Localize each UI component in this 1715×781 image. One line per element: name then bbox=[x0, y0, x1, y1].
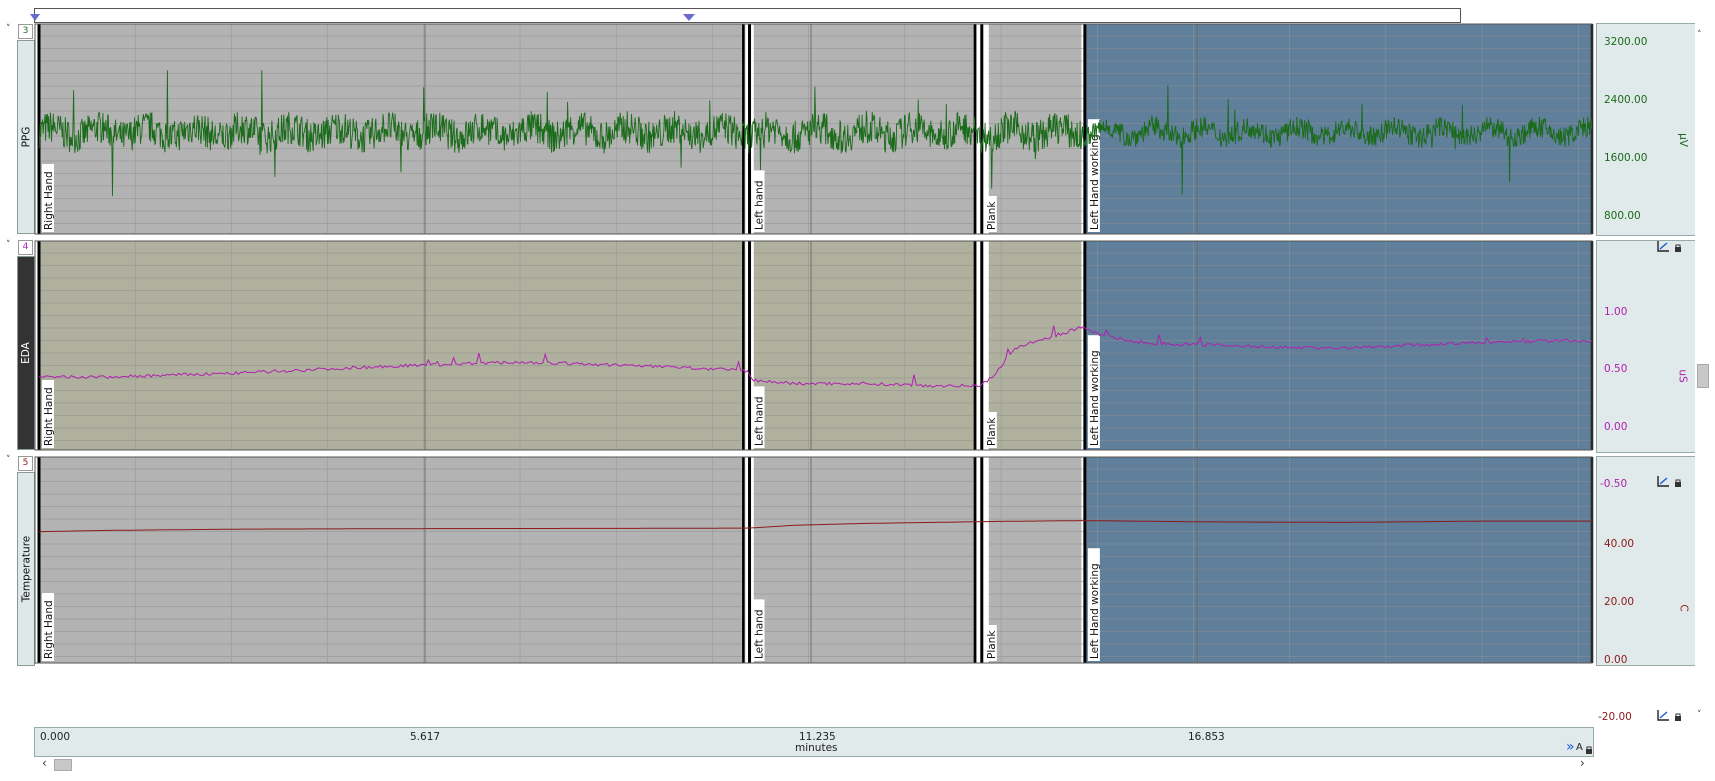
x-tick-label: 0.000 bbox=[40, 731, 71, 743]
x-tick-label: 5.617 bbox=[410, 731, 441, 743]
event-label-bg bbox=[984, 625, 997, 661]
lock-icon[interactable] bbox=[1674, 478, 1682, 487]
range-start-marker[interactable] bbox=[30, 14, 40, 22]
segment-background bbox=[988, 457, 1082, 663]
segment-background bbox=[1084, 241, 1592, 450]
channel-number-temperature: 5 bbox=[18, 456, 33, 471]
horizontal-scrollbar[interactable] bbox=[34, 757, 1592, 771]
segment-background bbox=[753, 241, 977, 450]
collapse-chevron-temperature[interactable]: ˅ bbox=[6, 455, 11, 465]
event-label: Left hand bbox=[754, 180, 766, 230]
y-tick-ppg: 1600.00 bbox=[1604, 152, 1648, 164]
series-line-temperature bbox=[38, 520, 1592, 533]
lock-icon[interactable] bbox=[1585, 745, 1593, 754]
segment-background bbox=[39, 241, 746, 450]
channel-number-ppg: 3 bbox=[18, 24, 33, 39]
unit-label-eda: uS bbox=[1676, 369, 1689, 383]
unit-label-ppg: µV bbox=[1676, 133, 1689, 147]
y-axis-panel-ppg bbox=[1596, 23, 1696, 236]
double-arrow-icon[interactable]: » bbox=[1566, 739, 1575, 755]
autoscale-icon[interactable] bbox=[1656, 709, 1670, 721]
y-tick-ppg: 2400.00 bbox=[1604, 94, 1648, 106]
segment-background bbox=[1084, 457, 1592, 663]
y-tick-ppg: 800.00 bbox=[1604, 210, 1641, 222]
channel-number-eda: 4 bbox=[18, 240, 33, 255]
collapse-chevron-eda[interactable]: ˅ bbox=[6, 240, 11, 250]
event-label: Left Hand working bbox=[1089, 563, 1101, 659]
event-label-bg bbox=[42, 593, 54, 661]
auto-label[interactable]: A bbox=[1576, 742, 1583, 753]
scroll-up-arrow[interactable]: ˄ bbox=[1697, 30, 1702, 40]
y-tick-temperature: 0.00 bbox=[1604, 654, 1628, 666]
h-scroll-left-arrow[interactable]: ‹ bbox=[42, 756, 47, 770]
y-tick-ppg: 3200.00 bbox=[1604, 36, 1648, 48]
event-label-bg bbox=[1087, 119, 1100, 232]
x-tick-label: 16.853 bbox=[1188, 731, 1225, 743]
x-axis-title: minutes bbox=[795, 742, 838, 754]
scroll-down-arrow[interactable]: ˅ bbox=[1697, 710, 1702, 720]
plot-frame bbox=[34, 23, 1593, 235]
series-line-ppg bbox=[38, 70, 1593, 196]
event-label: Right Hand bbox=[43, 387, 55, 446]
event-label-bg bbox=[42, 380, 54, 448]
event-label: Right Hand bbox=[43, 171, 55, 230]
event-label: Left Hand working bbox=[1089, 350, 1101, 446]
event-label: Plank bbox=[986, 630, 998, 659]
autoscale-icon[interactable] bbox=[1656, 475, 1670, 487]
event-label-bg bbox=[984, 412, 997, 448]
scroll-thumb[interactable] bbox=[1697, 364, 1709, 388]
event-label-bg bbox=[752, 386, 765, 448]
y-tick-eda: 0.50 bbox=[1604, 363, 1628, 375]
unit-label-temperature: C bbox=[1677, 604, 1690, 612]
event-label: Plank bbox=[986, 201, 998, 230]
event-label: Left hand bbox=[754, 609, 766, 659]
segment-background bbox=[988, 241, 1082, 450]
x-tick-label: 11.235 bbox=[799, 731, 836, 743]
lock-icon[interactable] bbox=[1674, 243, 1682, 252]
y-tick-temperature: 40.00 bbox=[1604, 538, 1635, 550]
lock-icon[interactable] bbox=[1674, 712, 1682, 721]
event-label: Left Hand working bbox=[1089, 134, 1101, 230]
y-tick-eda: 1.00 bbox=[1604, 306, 1628, 318]
collapse-chevron-ppg[interactable]: ˅ bbox=[6, 24, 11, 34]
plot-frame bbox=[34, 240, 1593, 451]
segment-background bbox=[753, 24, 977, 234]
event-label-bg bbox=[752, 170, 765, 232]
h-scroll-right-arrow[interactable]: › bbox=[1580, 756, 1585, 770]
y-axis-panel-temperature bbox=[1596, 456, 1696, 666]
x-axis-bar bbox=[34, 727, 1594, 757]
event-label-bg bbox=[752, 599, 765, 661]
y-tick-eda: 0.00 bbox=[1604, 421, 1628, 433]
event-label: Plank bbox=[986, 417, 998, 446]
plot-frame bbox=[34, 456, 1593, 664]
event-label: Left hand bbox=[754, 396, 766, 446]
event-label-bg bbox=[1087, 548, 1100, 661]
autoscale-icon[interactable] bbox=[1656, 240, 1670, 252]
y-tick-temperature: 20.00 bbox=[1604, 596, 1635, 608]
series-line-eda bbox=[38, 325, 1593, 388]
y-tick-eda: -0.50 bbox=[1600, 478, 1628, 490]
y-tick-temperature: -20.00 bbox=[1598, 711, 1632, 723]
event-label: Right Hand bbox=[43, 600, 55, 659]
range-mid-marker[interactable] bbox=[683, 14, 695, 22]
event-label-bg bbox=[984, 196, 997, 232]
segment-background bbox=[753, 457, 977, 663]
h-scroll-thumb[interactable] bbox=[54, 759, 72, 771]
event-label-bg bbox=[1087, 335, 1100, 448]
segment-background bbox=[39, 24, 746, 234]
event-label-bg bbox=[42, 164, 54, 232]
segment-background bbox=[39, 457, 746, 663]
